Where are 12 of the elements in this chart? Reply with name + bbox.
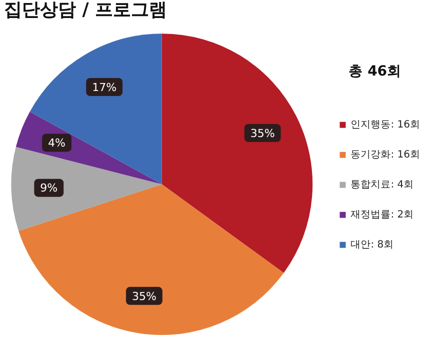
data-label: 35%: [250, 126, 275, 140]
legend-label: 대안: 8회: [350, 239, 394, 250]
chart-title: 집단상담 / 프로그램: [4, 0, 168, 20]
data-label: 35%: [132, 290, 156, 303]
legend-label: 동기강화: 16회: [350, 149, 420, 160]
data-label: 9%: [40, 182, 58, 195]
legend-label: 인지행동: 16회: [350, 119, 420, 130]
legend-label: 통합치료: 4회: [350, 179, 414, 190]
legend-title: 총 46회: [348, 64, 402, 80]
data-label: 4%: [48, 136, 66, 150]
data-label: 17%: [92, 80, 117, 94]
legend-label: 재정법률: 2회: [350, 209, 414, 220]
